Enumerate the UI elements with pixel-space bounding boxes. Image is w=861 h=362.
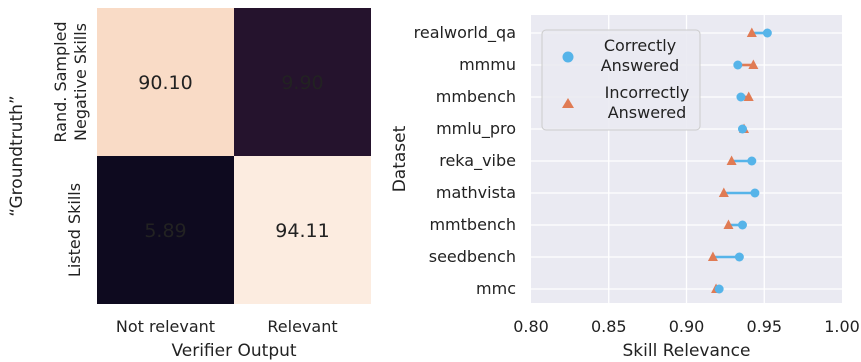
incorrect-point [746, 27, 757, 37]
y-tick-label: realworld_qa [414, 23, 516, 43]
legend-label: Answered [608, 103, 687, 122]
heatmap-cell-listed-notrelevant [97, 156, 234, 304]
y-tick-label: mmtbench [429, 215, 516, 234]
incorrect-point [707, 251, 718, 261]
heatmap-y-tick-label: Rand. Sampled [51, 21, 70, 142]
correct-point [737, 124, 747, 134]
heatmap-y-tick-label: Listed Skills [65, 183, 84, 277]
correct-point [714, 284, 724, 294]
heatmap-y-axis-label: “Groundtruth” [7, 95, 27, 216]
legend-label: Correctly [604, 36, 676, 55]
legend-triangle-marker [562, 98, 574, 108]
x-axis-label: Skill Relevance [623, 341, 751, 361]
x-tick-labels: 0.80 0.85 0.90 0.95 1.00 [513, 317, 860, 336]
correct-point [736, 92, 746, 102]
heatmap-cell-negative-relevant [234, 8, 371, 156]
correct-point [762, 28, 772, 38]
correct-point [734, 252, 744, 262]
correct-point [750, 188, 760, 198]
heatmap-value-label: 9.90 [281, 72, 323, 94]
incorrect-point [748, 59, 759, 69]
heatmap-cell-listed-relevant [234, 156, 371, 304]
heatmap-value-label: 5.89 [144, 220, 186, 242]
heatmap-value-label: 94.11 [275, 220, 329, 242]
heatmap-x-axis-label: Verifier Output [171, 341, 296, 361]
x-tick-label: 0.85 [591, 317, 627, 336]
y-axis-label: Dataset [390, 125, 410, 192]
heatmap-cell-negative-notrelevant [97, 8, 234, 156]
incorrect-point [723, 219, 734, 229]
correct-point [737, 220, 747, 230]
y-tick-label: mathvista [436, 183, 516, 202]
data-marks [707, 27, 772, 294]
x-tick-label: 0.90 [669, 317, 705, 336]
incorrect-point [743, 91, 754, 101]
incorrect-point [726, 155, 737, 165]
legend-box [541, 29, 701, 131]
incorrect-point [718, 187, 729, 197]
legend-circle-marker [562, 51, 574, 63]
x-tick-label: 0.95 [746, 317, 782, 336]
x-tick-label: 0.80 [513, 317, 549, 336]
y-tick-label: mmbench [436, 87, 516, 106]
heatmap-x-tick-label: Relevant [267, 317, 337, 336]
y-tick-label: reka_vibe [439, 151, 516, 171]
y-tick-label: seedbench [429, 247, 516, 266]
y-tick-label: mmlu_pro [436, 119, 516, 139]
heatmap-y-tick-label: Negative Skills [71, 23, 90, 141]
legend-label: Answered [601, 56, 680, 75]
heatmap-chart: 90.10 9.90 5.89 94.11 Not relevant Relev… [7, 8, 371, 361]
heatmap-value-label: 90.10 [138, 72, 192, 94]
legend-label: Incorrectly [605, 83, 690, 102]
y-tick-label: mmc [476, 279, 516, 298]
y-tick-label: mmmu [459, 55, 516, 74]
correct-point [733, 60, 743, 70]
heatmap-x-tick-label: Not relevant [116, 317, 215, 336]
correct-point [747, 156, 757, 166]
x-tick-label: 1.00 [824, 317, 860, 336]
